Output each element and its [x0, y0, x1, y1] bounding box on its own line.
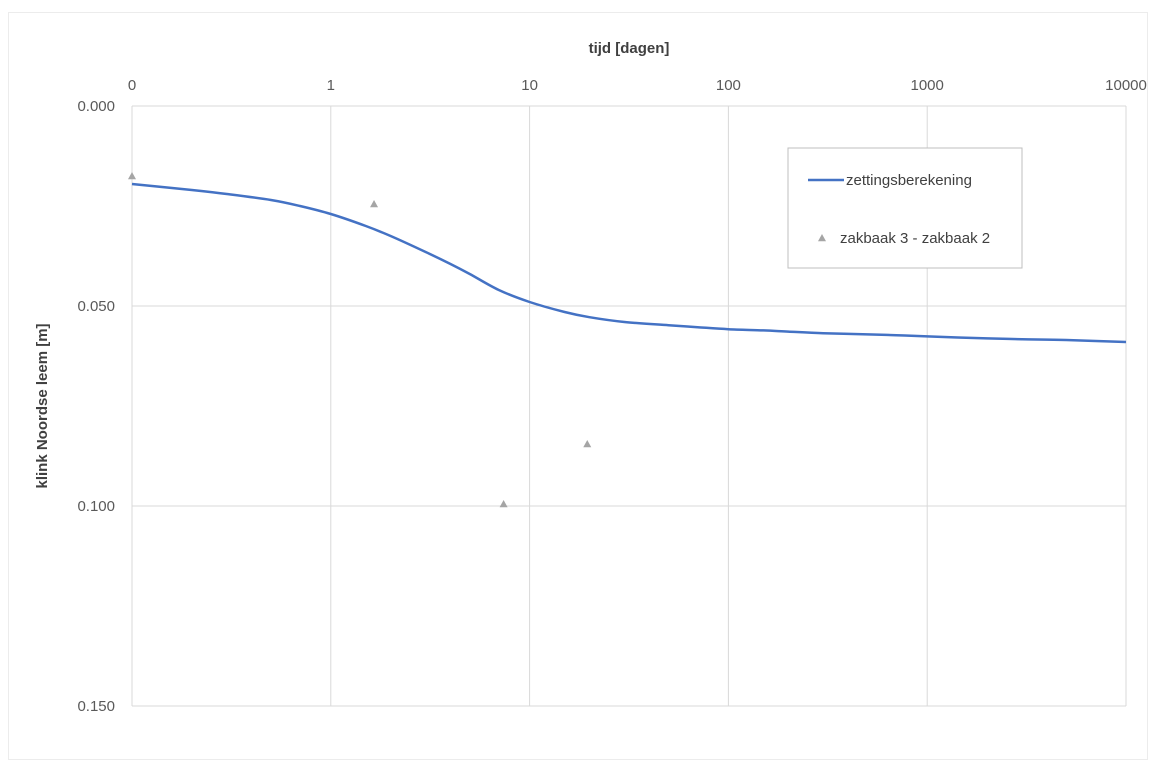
y-tick-label: 0.100	[77, 498, 115, 515]
x-tick-label: 10000	[1105, 77, 1147, 94]
x-tick-label: 10	[521, 77, 538, 94]
legend-box	[787, 147, 1023, 269]
y-tick-label: 0.050	[77, 298, 115, 315]
y-tick-label: 0.150	[77, 698, 115, 715]
x-tick-label: 1	[327, 77, 335, 94]
x-tick-label: 100	[716, 77, 741, 94]
legend-marker-swatch	[818, 234, 826, 242]
chart-frame: 0 1 10 100 1000 10000 0.000 0.050 0.100 0.150 tij…	[8, 12, 1148, 760]
grid	[131, 105, 1127, 707]
series	[128, 172, 1127, 508]
x-axis-title: tijd [dagen]	[589, 40, 670, 57]
legend: zettingsberekening zakbaak 3 - zakbaak 2	[787, 147, 1023, 269]
data-point-zakbaak	[370, 200, 379, 208]
data-point-zakbaak	[128, 172, 136, 180]
legend-label-zakbaak: zakbaak 3 - zakbaak 2	[840, 230, 990, 247]
series-line-zettingsberekening	[131, 182, 1127, 344]
tick-labels: 0 1 10 100 1000 10000 0.000 0.050 0.100 0.150	[77, 77, 1146, 715]
x-tick-label: 1000	[911, 77, 944, 94]
y-tick-label: 0.000	[77, 98, 115, 115]
data-point-zakbaak	[499, 500, 508, 508]
settlement-chart: 0 1 10 100 1000 10000 0.000 0.050 0.100 0.150 tij…	[34, 40, 1147, 715]
legend-label-zettingsberekening: zettingsberekening	[846, 172, 972, 189]
x-tick-label: 0	[128, 77, 136, 94]
data-point-zakbaak	[583, 440, 592, 448]
y-axis-title: klink Noordse leem [m]	[34, 323, 51, 488]
